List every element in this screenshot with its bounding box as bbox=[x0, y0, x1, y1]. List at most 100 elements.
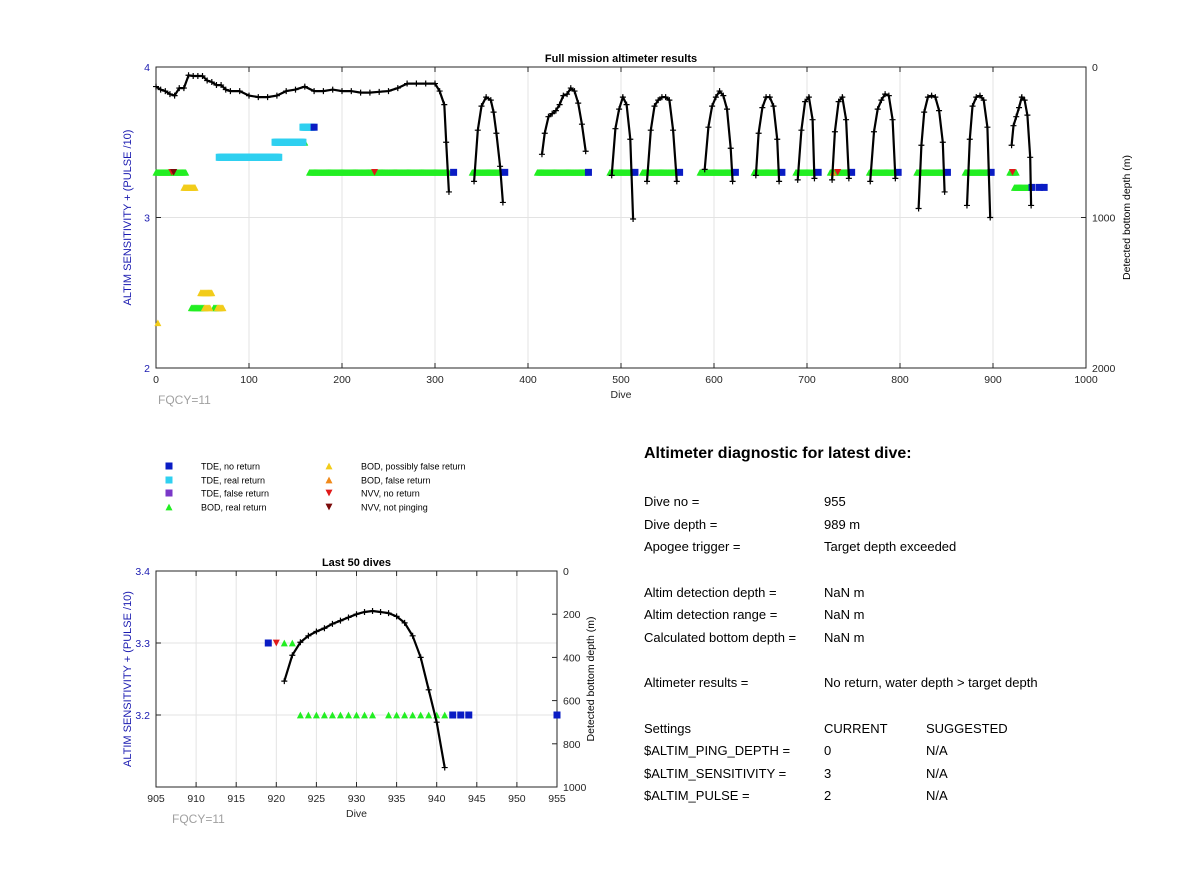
bottom-depth-point bbox=[870, 128, 877, 135]
bottom-depth-point bbox=[289, 652, 296, 659]
bottom-depth-line bbox=[796, 94, 816, 180]
legend-label: BOD, real return bbox=[201, 503, 267, 513]
dive-no-label: Dive no = bbox=[644, 494, 700, 509]
bod_real_return-marker bbox=[385, 711, 393, 719]
bottom-depth-point bbox=[339, 88, 345, 95]
y2-tick-label: 1000 bbox=[1092, 213, 1116, 225]
y2-tick-label: 200 bbox=[563, 609, 581, 621]
bottom-depth-point bbox=[246, 92, 252, 99]
bottom-depth-point bbox=[422, 80, 429, 87]
bottom-depth-point bbox=[582, 148, 589, 155]
bottom-depth-point bbox=[564, 91, 571, 98]
bod_real_return-marker bbox=[182, 169, 190, 176]
chart-title: Last 50 dives bbox=[322, 557, 391, 569]
bottom-depth-point bbox=[1021, 97, 1028, 104]
x-tick-label: 940 bbox=[428, 793, 446, 805]
bottom-depth-point bbox=[320, 88, 327, 95]
y-tick-label: 2 bbox=[144, 363, 150, 375]
nvv_not_pinging-marker bbox=[170, 169, 178, 176]
tde_real_return-marker bbox=[275, 153, 283, 161]
setting-name: $ALTIM_PING_DEPTH = bbox=[644, 743, 791, 758]
settings-header-suggested: SUGGESTED bbox=[926, 720, 1008, 736]
bod_real_return-marker bbox=[1012, 169, 1020, 176]
bottom-depth-point bbox=[829, 176, 836, 183]
bottom-depth-point bbox=[835, 98, 842, 105]
bottom-depth-point bbox=[474, 127, 481, 134]
y2-tick-label: 2000 bbox=[1092, 363, 1116, 375]
bottom-depth-point bbox=[644, 178, 651, 185]
bottom-depth-point bbox=[348, 88, 355, 95]
tde_no_return-marker bbox=[778, 168, 786, 176]
setting-suggested: N/A bbox=[926, 788, 948, 803]
detection-range-value: NaN m bbox=[824, 607, 865, 622]
bottom-depth-point bbox=[752, 172, 759, 179]
bottom-depth-point bbox=[166, 91, 173, 98]
bottom-depth-point bbox=[802, 98, 809, 105]
bottom-depth-point bbox=[941, 188, 948, 195]
legend-marker-tde-real-return bbox=[165, 476, 173, 484]
fqcy-annotation: FQCY=11 bbox=[172, 812, 225, 826]
dive-depth-label: Dive depth = bbox=[644, 516, 718, 532]
bottom-depth-point bbox=[867, 178, 874, 185]
tde_no_return-marker bbox=[264, 639, 272, 647]
bottom-depth-point bbox=[727, 145, 734, 152]
bottom-depth-point bbox=[794, 176, 801, 183]
setting-current: 0 bbox=[824, 743, 832, 758]
bottom-depth-point bbox=[936, 107, 943, 114]
bottom-depth-row: Calculated bottom depth = NaN m bbox=[644, 627, 1164, 650]
bottom-depth-point bbox=[973, 94, 980, 101]
bottom-depth-point bbox=[670, 127, 677, 134]
bottom-depth-point bbox=[1018, 94, 1025, 101]
x-tick-label: 915 bbox=[227, 793, 245, 805]
x-tick-label: 925 bbox=[308, 793, 326, 805]
bottom-depth-point bbox=[433, 719, 440, 726]
bottom-depth-point bbox=[608, 172, 615, 179]
bottom-depth-point bbox=[966, 136, 973, 143]
bottom-depth-point bbox=[1028, 202, 1035, 209]
bottom-depth-point bbox=[313, 628, 320, 635]
altimeter-results-row: Altimeter results = No return, water dep… bbox=[644, 672, 1164, 695]
y-tick-label: 3.2 bbox=[135, 710, 150, 722]
setting-current: 3 bbox=[824, 765, 832, 781]
x-tick-label: 600 bbox=[705, 374, 723, 386]
dive-no-row: Dive no = 955 bbox=[644, 491, 1164, 514]
bottom-depth-point bbox=[666, 97, 673, 104]
legend-marker-nvv-not-pinging bbox=[325, 503, 333, 511]
setting-row: $ALTIM_PULSE = 2 N/A bbox=[644, 785, 1164, 808]
bottom-depth-label: Calculated bottom depth = bbox=[644, 629, 797, 645]
x-tick-label: 100 bbox=[240, 374, 258, 386]
x-tick-label: 910 bbox=[187, 793, 205, 805]
bottom-depth-line bbox=[703, 89, 734, 182]
bottom-depth-point bbox=[984, 124, 991, 131]
bottom-depth-point bbox=[357, 89, 364, 96]
legend-marker-nvv-no-return bbox=[325, 489, 333, 497]
tde_no_return-marker bbox=[848, 168, 856, 176]
bottom-depth-point bbox=[545, 113, 552, 120]
x-tick-label: 300 bbox=[426, 374, 444, 386]
bottom-depth-point bbox=[724, 106, 731, 113]
setting-row: $ALTIM_PING_DEPTH = 0 N/A bbox=[644, 740, 1164, 763]
bottom-depth-point bbox=[273, 92, 280, 99]
tde_no_return-marker bbox=[449, 711, 457, 719]
bottom-depth-point bbox=[720, 92, 727, 99]
fqcy-annotation: FQCY=11 bbox=[158, 393, 211, 407]
bod_real_return-marker bbox=[288, 639, 296, 647]
detection-depth-row: Altim detection depth = NaN m bbox=[644, 582, 1164, 605]
bottom-depth-point bbox=[222, 86, 229, 93]
bottom-depth-point bbox=[889, 116, 896, 123]
bottom-depth-point bbox=[770, 103, 777, 110]
y2-tick-label: 800 bbox=[563, 739, 581, 751]
bottom-depth-point bbox=[630, 216, 637, 223]
bottom-depth-point bbox=[809, 116, 816, 123]
bottom-depth-point bbox=[369, 607, 376, 614]
bod_possibly_false-marker bbox=[219, 304, 227, 312]
bod_real_return-marker bbox=[312, 711, 320, 719]
bottom-depth-point bbox=[798, 127, 805, 134]
bottom-depth-point bbox=[892, 175, 899, 182]
legend-marker-tde-no-return bbox=[165, 462, 173, 470]
y-tick-label: 3 bbox=[144, 213, 150, 225]
bod_real_return-marker bbox=[401, 711, 409, 719]
bod_possibly_false-marker bbox=[191, 184, 199, 191]
bottom-depth-point bbox=[353, 611, 360, 618]
